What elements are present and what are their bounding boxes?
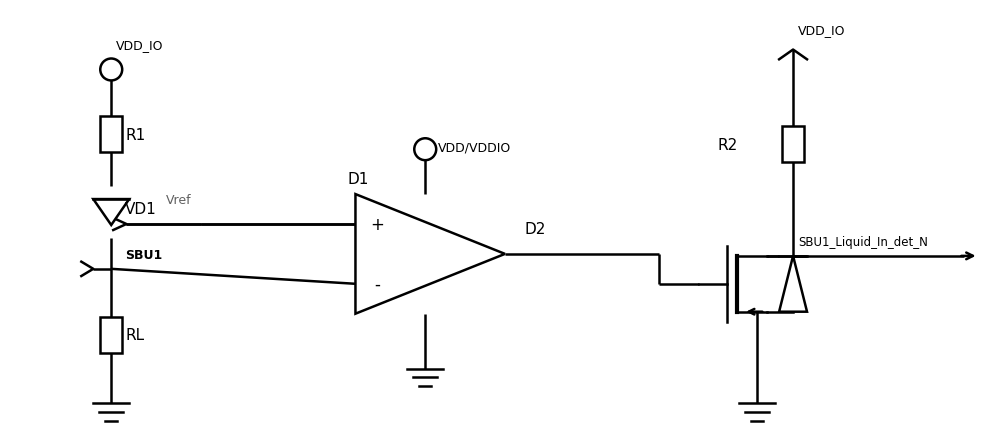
Text: VDD/VDDIO: VDD/VDDIO: [438, 141, 511, 154]
Text: VDD_IO: VDD_IO: [798, 24, 846, 36]
Text: R1: R1: [125, 127, 145, 142]
Bar: [782, 127, 804, 163]
Polygon shape: [779, 256, 807, 312]
Text: SBU1_Liquid_In_det_N: SBU1_Liquid_In_det_N: [798, 235, 928, 248]
Text: SBU1: SBU1: [125, 248, 162, 261]
Text: Vref: Vref: [166, 194, 192, 207]
Polygon shape: [355, 194, 505, 314]
Text: D2: D2: [525, 222, 546, 237]
Bar: [100, 317, 122, 353]
Bar: [100, 117, 122, 153]
Text: +: +: [370, 215, 384, 233]
Text: VDD_IO: VDD_IO: [116, 39, 164, 53]
Polygon shape: [93, 200, 129, 226]
Text: -: -: [374, 275, 380, 293]
Text: R2: R2: [718, 138, 738, 152]
Text: D1: D1: [347, 172, 369, 187]
Text: RL: RL: [125, 327, 144, 343]
Text: VD1: VD1: [125, 201, 157, 216]
